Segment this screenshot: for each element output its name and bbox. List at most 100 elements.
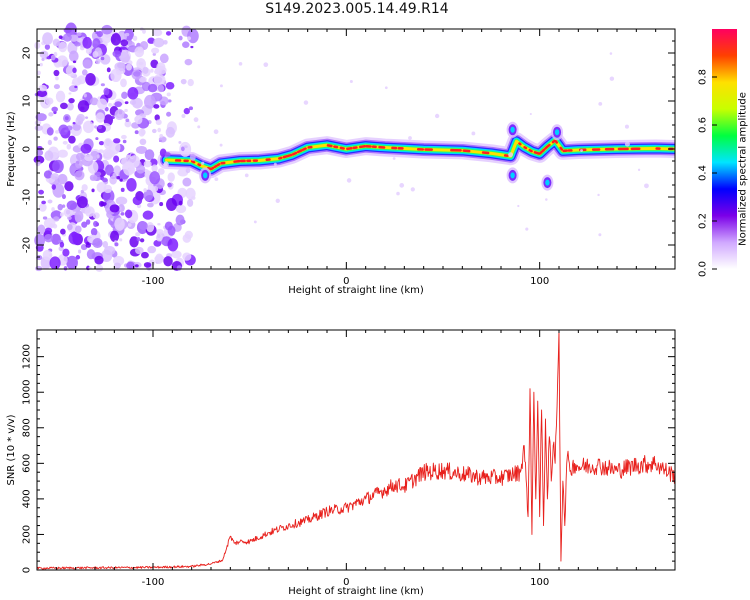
y-tick-label-2-5: 1000 <box>22 379 33 404</box>
noise-blob <box>166 111 172 117</box>
ridge-peak <box>287 153 293 158</box>
x-tick-label-1-2: 100 <box>530 276 549 287</box>
noise-speck <box>597 193 600 197</box>
noise-blob <box>120 39 129 47</box>
noise-blob <box>120 212 125 216</box>
noise-blob <box>93 220 99 228</box>
noise-blob <box>75 116 84 126</box>
noise-blob <box>96 154 100 159</box>
noise-blob <box>124 101 129 105</box>
snr-series-line <box>37 330 675 570</box>
noise-blob <box>116 176 121 180</box>
noise-blob <box>184 58 193 66</box>
noise-blob <box>61 194 66 200</box>
ridge-peak <box>538 150 543 155</box>
x-tick-label-1-0: -100 <box>142 276 165 287</box>
noise-blob <box>64 116 69 121</box>
noise-blob <box>159 133 164 138</box>
noise-speck <box>392 157 396 160</box>
noise-blob <box>66 200 78 211</box>
noise-speck <box>609 76 615 81</box>
x-tick-label-2-0: -100 <box>142 577 165 588</box>
noise-blob <box>188 106 194 111</box>
noise-blob <box>115 196 128 205</box>
noise-blob <box>57 149 68 158</box>
noise-blob <box>98 149 104 154</box>
noise-blob <box>42 216 48 220</box>
noise-blob <box>42 32 53 46</box>
noise-blob <box>63 265 68 271</box>
noise-blob <box>182 177 192 187</box>
noise-blob <box>129 236 139 248</box>
noise-blob <box>132 35 138 41</box>
noise-blob <box>51 106 58 112</box>
noise-blob <box>36 149 44 156</box>
noise-blob <box>82 59 92 69</box>
noise-blob <box>146 222 155 233</box>
noise-blob <box>91 188 95 193</box>
noise-blob <box>95 112 105 123</box>
noise-blob <box>142 210 154 220</box>
noise-blob <box>178 141 182 144</box>
noise-blob <box>95 264 104 272</box>
noise-blob <box>157 84 165 93</box>
colorbar-tick-label-4: 0.8 <box>698 69 709 85</box>
noise-blob <box>176 265 182 271</box>
noise-blob <box>167 172 175 182</box>
y-tick-label-1-3: 10 <box>22 95 33 108</box>
noise-blob <box>138 76 147 83</box>
ridge-peak <box>282 154 289 159</box>
noise-blob <box>134 114 143 125</box>
noise-blob <box>43 170 53 179</box>
noise-blob <box>46 127 54 136</box>
noise-blob <box>179 141 192 157</box>
noise-speck <box>399 183 405 188</box>
noise-blob <box>68 98 75 104</box>
noise-blob <box>77 75 87 85</box>
noise-blob <box>85 72 96 86</box>
ridge-lobe-core-1 <box>510 172 515 179</box>
noise-blob <box>103 138 113 150</box>
noise-blob <box>82 36 92 49</box>
noise-blob <box>127 87 139 100</box>
ridge-peak <box>346 147 353 151</box>
noise-blob <box>76 32 82 37</box>
noise-blob <box>72 121 76 125</box>
noise-blob <box>50 173 59 180</box>
noise-blob <box>183 145 188 149</box>
ridge-peak <box>197 163 202 167</box>
noise-blob <box>142 66 149 74</box>
ridge-peak <box>462 149 471 153</box>
noise-blob <box>66 223 73 231</box>
ridge-peak <box>518 142 522 146</box>
noise-blob <box>110 115 115 120</box>
noise-blob <box>122 139 127 144</box>
noise-blob <box>72 67 77 73</box>
x-tick-label-1-1: 0 <box>343 276 349 287</box>
noise-blob <box>187 36 191 41</box>
noise-blob <box>45 97 54 105</box>
ridge-peak <box>213 164 218 169</box>
noise-blob <box>41 57 45 61</box>
noise-blob <box>34 120 42 126</box>
noise-blob <box>51 207 55 212</box>
noise-blob <box>185 187 196 200</box>
noise-speck <box>609 52 613 55</box>
noise-blob <box>85 116 89 119</box>
noise-blob <box>143 94 156 109</box>
noise-blob <box>171 250 182 259</box>
noise-blob <box>74 210 84 222</box>
ridge-peak <box>190 159 196 164</box>
noise-speck <box>244 173 249 178</box>
y-axis-label-2: SNR (10 * v/v) <box>6 414 17 485</box>
line-area <box>37 330 675 570</box>
noise-speck <box>637 168 641 171</box>
noise-blob <box>135 145 148 154</box>
noise-blob <box>114 217 125 231</box>
noise-blob <box>143 189 154 202</box>
noise-blob <box>147 245 157 254</box>
y-tick-label-2-1: 200 <box>22 525 33 544</box>
noise-blob <box>89 174 98 181</box>
noise-blob <box>100 83 105 87</box>
